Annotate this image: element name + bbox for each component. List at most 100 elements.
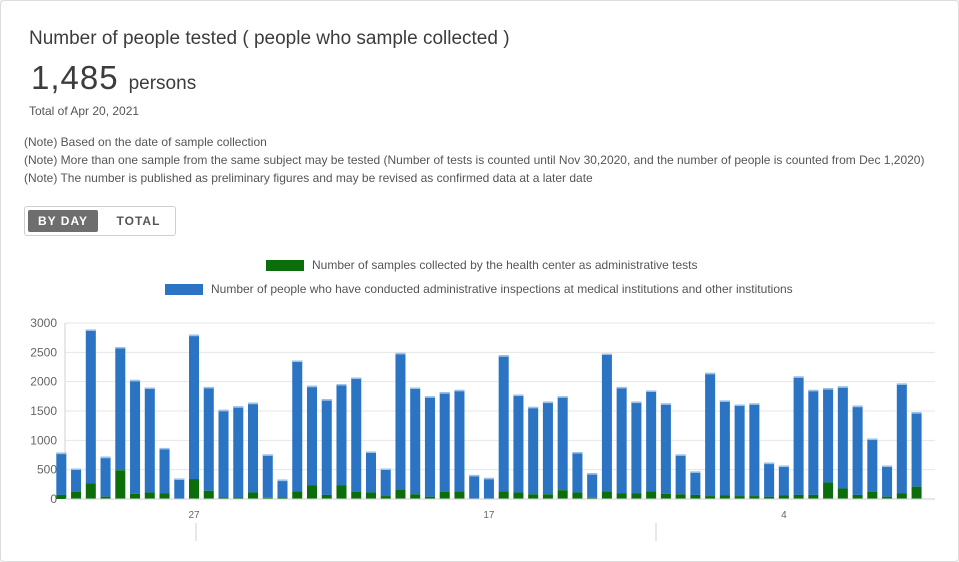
bar-medical-cap	[115, 347, 126, 349]
bar-medical-cap	[424, 396, 435, 398]
bar-medical-cap	[660, 403, 671, 405]
bar-medical	[896, 383, 907, 494]
bar-health-center	[85, 483, 96, 499]
bar-medical	[130, 379, 141, 494]
bar-medical-cap	[306, 385, 318, 388]
bar-medical-cap	[395, 352, 406, 355]
bar-medical-cap	[528, 406, 539, 409]
bar-health-center	[203, 490, 214, 499]
bar-medical-cap	[587, 473, 598, 475]
bar-health-center	[557, 490, 568, 499]
bar-medical	[867, 438, 878, 492]
bar-health-center	[115, 470, 126, 499]
bar-medical-cap	[646, 390, 657, 392]
bar-medical-cap	[572, 452, 583, 454]
bar-health-center	[395, 489, 406, 499]
bar-medical	[734, 404, 745, 497]
bar-health-center	[351, 491, 362, 499]
bar-health-center	[306, 485, 318, 499]
bar-medical-cap	[292, 360, 303, 363]
legend-label: Number of people who have conducted admi…	[211, 282, 793, 296]
bar-medical-cap	[734, 404, 745, 407]
bar-medical-cap	[601, 353, 612, 356]
bar-medical	[882, 465, 893, 497]
bar-health-center	[189, 479, 200, 499]
bar-health-center	[365, 492, 376, 499]
notes: (Note) Based on the date of sample colle…	[24, 133, 924, 187]
bar-health-center	[793, 494, 804, 499]
bar-medical-cap	[365, 451, 376, 453]
bar-medical	[454, 389, 465, 492]
bar-health-center	[719, 495, 730, 499]
bar-health-center	[705, 496, 716, 499]
bar-health-center	[587, 497, 598, 499]
bar-medical	[292, 360, 303, 492]
bar-medical-cap	[483, 477, 494, 480]
bar-health-center	[867, 491, 878, 499]
bar-health-center	[56, 494, 67, 499]
bar-medical	[631, 401, 642, 494]
bar-medical	[321, 399, 332, 495]
bar-medical	[277, 479, 288, 498]
legend-item-medical[interactable]: Number of people who have conducted admi…	[165, 282, 793, 296]
bar-medical-cap	[130, 379, 141, 382]
bar-medical	[439, 392, 450, 492]
bar-medical	[483, 477, 494, 499]
bar-medical	[911, 412, 922, 487]
bar-medical-cap	[793, 376, 804, 378]
bar-medical	[572, 452, 583, 493]
bar-medical	[247, 402, 259, 493]
bar-health-center	[71, 491, 82, 499]
y-tick-label: 1000	[30, 433, 57, 447]
bar-medical	[690, 471, 701, 495]
bar-health-center	[542, 494, 553, 499]
bar-medical	[174, 478, 185, 499]
bar-medical	[749, 403, 760, 497]
bar-health-center	[882, 496, 893, 499]
bar-medical-cap	[852, 405, 863, 408]
note-line: (Note) Based on the date of sample colle…	[24, 135, 267, 149]
total-button[interactable]: TOTAL	[116, 214, 161, 228]
bar-medical	[808, 389, 819, 495]
x-tick-label: 27	[188, 510, 200, 521]
bar-health-center	[218, 497, 229, 499]
bar-medical	[660, 403, 671, 494]
by-day-button[interactable]: BY DAY	[28, 210, 98, 232]
bar-medical	[646, 390, 657, 492]
bar-medical-cap	[144, 387, 155, 390]
bar-medical	[601, 353, 612, 492]
bar-medical-cap	[867, 438, 878, 441]
bar-medical-cap	[85, 329, 96, 331]
bar-medical-cap	[159, 447, 170, 450]
bar-health-center	[852, 494, 863, 499]
bar-medical-cap	[837, 386, 848, 388]
bar-medical	[513, 394, 524, 493]
y-tick-label: 2000	[30, 375, 57, 389]
bar-medical	[616, 386, 627, 494]
bar-medical-cap	[174, 478, 185, 480]
bar-medical	[528, 406, 539, 495]
bar-health-center	[837, 488, 848, 499]
bar-health-center	[130, 493, 141, 499]
bar-medical-cap	[439, 392, 450, 394]
bar-medical-cap	[616, 386, 627, 389]
bar-medical	[56, 452, 67, 495]
bar-health-center	[336, 485, 347, 499]
bar-medical	[837, 386, 848, 489]
legend-item-health-center[interactable]: Number of samples collected by the healt…	[266, 258, 698, 272]
bar-medical	[793, 376, 804, 495]
bar-health-center	[749, 496, 760, 499]
bar-health-center	[439, 491, 450, 499]
bar-health-center	[292, 491, 303, 499]
bar-medical-cap	[321, 399, 332, 401]
bar-health-center	[321, 494, 332, 499]
total-summary: 1,485 persons	[31, 59, 196, 97]
bar-health-center	[454, 491, 465, 499]
bar-health-center	[513, 492, 524, 499]
x-tick-label: 4	[781, 510, 787, 521]
total-date: Total of Apr 20, 2021	[29, 104, 140, 118]
bar-medical-cap	[100, 456, 111, 459]
bar-medical	[852, 405, 863, 495]
bar-medical	[823, 388, 834, 483]
bar-medical	[71, 468, 82, 492]
